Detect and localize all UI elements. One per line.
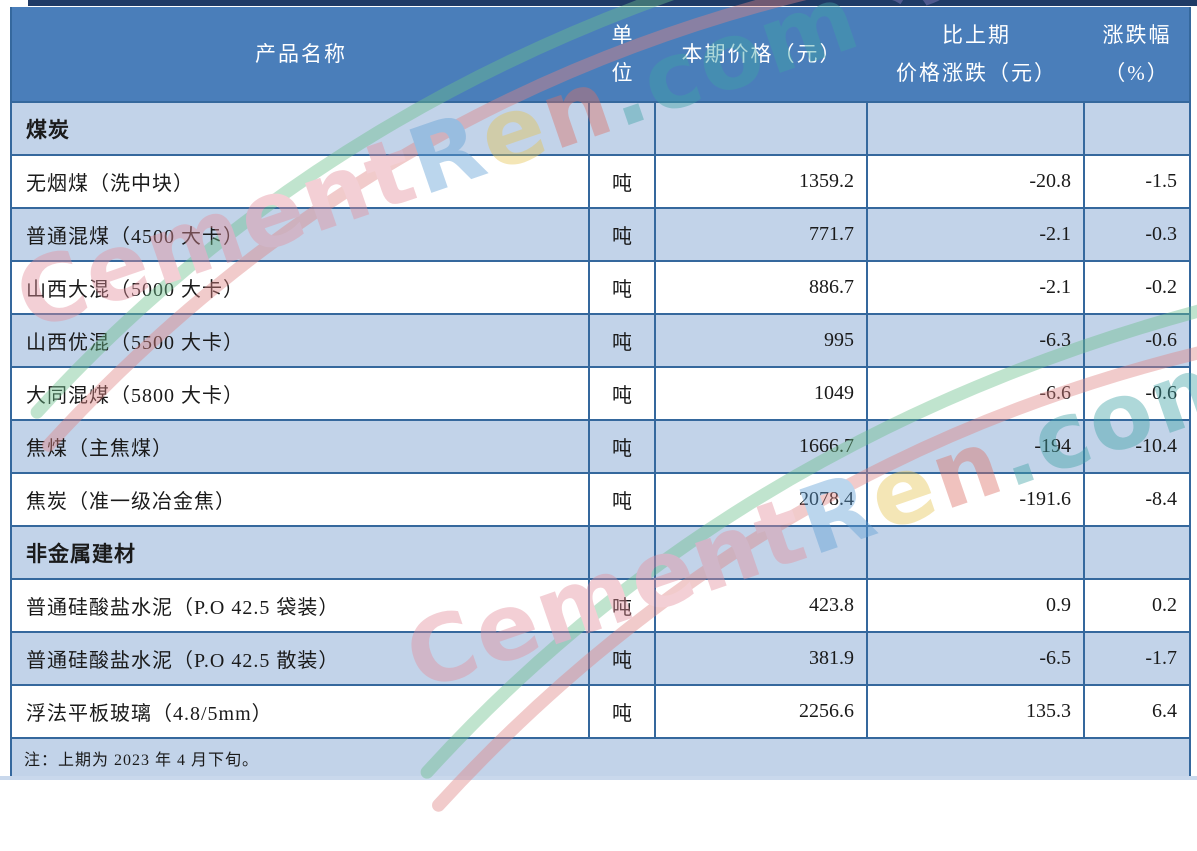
pct-change-cell: 6.4 xyxy=(1085,686,1189,739)
unit-cell: 吨 xyxy=(590,315,656,368)
price-change-cell xyxy=(868,103,1085,156)
price-change-cell: -20.8 xyxy=(868,156,1085,209)
product-name-cell: 山西大混（5000 大卡） xyxy=(12,262,590,315)
header-product-name: 产品名称 xyxy=(12,7,590,101)
product-name-cell: 焦煤（主焦煤） xyxy=(12,421,590,474)
price-change-cell: -191.6 xyxy=(868,474,1085,527)
table-body: 煤炭 无烟煤（洗中块） 吨 1359.2 -20.8 -1.5 普通混煤（450… xyxy=(12,103,1189,739)
header-unit: 单 位 xyxy=(590,7,656,101)
product-name-cell: 浮法平板玻璃（4.8/5mm） xyxy=(12,686,590,739)
unit-cell: 吨 xyxy=(590,209,656,262)
price-change-cell: -2.1 xyxy=(868,262,1085,315)
current-price-cell: 1666.7 xyxy=(656,421,868,474)
header-price-change: 比上期 价格涨跌（元） xyxy=(868,7,1085,101)
current-price-cell: 886.7 xyxy=(656,262,868,315)
product-name-cell: 普通混煤（4500 大卡） xyxy=(12,209,590,262)
unit-cell: 吨 xyxy=(590,686,656,739)
unit-cell: 吨 xyxy=(590,633,656,686)
header-current-price: 本期价格（元） xyxy=(656,7,868,101)
pct-change-cell: 0.2 xyxy=(1085,580,1189,633)
current-price-cell: 771.7 xyxy=(656,209,868,262)
header-pct-line1: 涨跌幅 xyxy=(1102,23,1172,47)
price-table: 产品名称 单 位 本期价格（元） 比上期 价格涨跌（元） 涨跌幅 （%） 煤炭 … xyxy=(10,7,1191,778)
pct-change-cell: -8.4 xyxy=(1085,474,1189,527)
footnote-row: 注：上期为 2023 年 4 月下旬。 xyxy=(12,739,1189,776)
price-change-cell: 0.9 xyxy=(868,580,1085,633)
pct-change-cell: -0.3 xyxy=(1085,209,1189,262)
unit-cell: 吨 xyxy=(590,262,656,315)
unit-cell xyxy=(590,527,656,580)
current-price-cell: 2078.4 xyxy=(656,474,868,527)
header-unit-line2: 位 xyxy=(611,61,635,85)
header-change-line1: 比上期 xyxy=(942,23,1011,47)
price-change-cell: -6.3 xyxy=(868,315,1085,368)
unit-cell: 吨 xyxy=(590,368,656,421)
product-name-cell: 山西优混（5500 大卡） xyxy=(12,315,590,368)
header-unit-line1: 单 xyxy=(611,23,635,47)
unit-cell xyxy=(590,103,656,156)
product-name-cell: 焦炭（准一级冶金焦） xyxy=(12,474,590,527)
current-price-cell: 381.9 xyxy=(656,633,868,686)
price-change-cell: -194 xyxy=(868,421,1085,474)
pct-change-cell: -0.2 xyxy=(1085,262,1189,315)
pct-change-cell: -1.5 xyxy=(1085,156,1189,209)
product-name-cell: 普通硅酸盐水泥（P.O 42.5 袋装） xyxy=(12,580,590,633)
pct-change-cell: -0.6 xyxy=(1085,368,1189,421)
current-price-cell xyxy=(656,103,868,156)
unit-cell: 吨 xyxy=(590,156,656,209)
product-name-cell: 大同混煤（5800 大卡） xyxy=(12,368,590,421)
current-price-cell xyxy=(656,527,868,580)
pct-change-cell: -10.4 xyxy=(1085,421,1189,474)
price-change-cell: -2.1 xyxy=(868,209,1085,262)
header-pct-change: 涨跌幅 （%） xyxy=(1085,7,1189,101)
unit-cell: 吨 xyxy=(590,474,656,527)
pct-change-cell: -1.7 xyxy=(1085,633,1189,686)
price-change-cell: -6.5 xyxy=(868,633,1085,686)
page: { "page":{ "note":"注：上期为 2023 年 4 月下旬。" … xyxy=(0,0,1197,812)
unit-cell: 吨 xyxy=(590,580,656,633)
current-price-cell: 1049 xyxy=(656,368,868,421)
current-price-cell: 1359.2 xyxy=(656,156,868,209)
pct-change-cell xyxy=(1085,527,1189,580)
unit-cell: 吨 xyxy=(590,421,656,474)
top-border-bar xyxy=(28,0,1197,6)
header-price-label: 本期价格（元） xyxy=(681,42,843,66)
pct-change-cell: -0.6 xyxy=(1085,315,1189,368)
table-header-row: 产品名称 单 位 本期价格（元） 比上期 价格涨跌（元） 涨跌幅 （%） xyxy=(12,7,1189,103)
price-change-cell: 135.3 xyxy=(868,686,1085,739)
current-price-cell: 995 xyxy=(656,315,868,368)
header-change-line2: 价格涨跌（元） xyxy=(896,61,1057,85)
header-product-label: 产品名称 xyxy=(255,42,347,66)
header-pct-line2: （%） xyxy=(1104,61,1170,85)
product-name-cell: 煤炭 xyxy=(12,103,590,156)
bottom-strip xyxy=(0,776,1197,780)
price-change-cell: -6.6 xyxy=(868,368,1085,421)
price-change-cell xyxy=(868,527,1085,580)
product-name-cell: 无烟煤（洗中块） xyxy=(12,156,590,209)
footnote-text: 注：上期为 2023 年 4 月下旬。 xyxy=(24,751,260,769)
current-price-cell: 423.8 xyxy=(656,580,868,633)
pct-change-cell xyxy=(1085,103,1189,156)
current-price-cell: 2256.6 xyxy=(656,686,868,739)
product-name-cell: 非金属建材 xyxy=(12,527,590,580)
product-name-cell: 普通硅酸盐水泥（P.O 42.5 散装） xyxy=(12,633,590,686)
